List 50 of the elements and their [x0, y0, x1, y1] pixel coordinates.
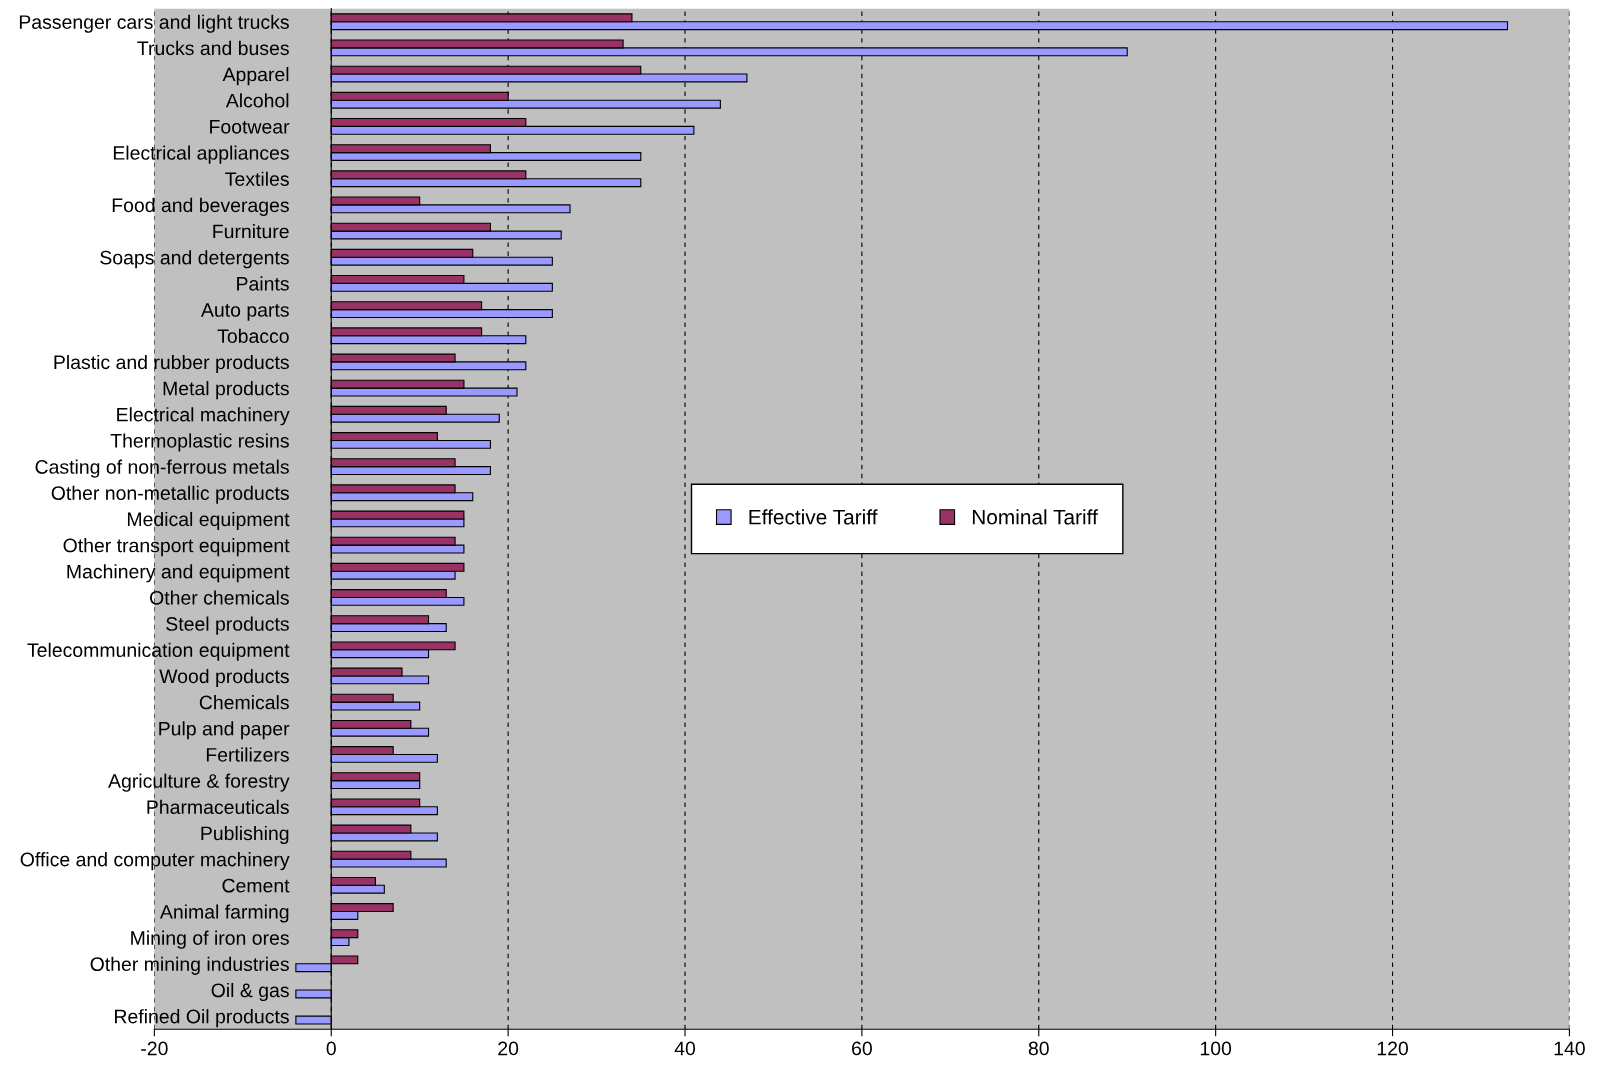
y-tick-label: Animal farming	[159, 904, 289, 923]
y-tick-label: Oil & gas	[211, 982, 289, 1002]
y-tick-label: Apparel	[222, 67, 289, 86]
x-tick-label: 20	[498, 1041, 519, 1056]
y-tick-label: Auto parts	[201, 303, 289, 321]
y-tick-label: Medical equipment	[127, 511, 290, 531]
y-tick-label: Refined Oil products	[115, 1009, 289, 1028]
legend-label: Nominal Tariff	[972, 509, 1098, 525]
y-tick-label: Food and beverages	[112, 197, 289, 216]
y-tick-label: Pulp and paper	[159, 721, 290, 740]
y-tick-label: Other chemicals	[150, 590, 289, 605]
y-tick-label: Pharmaceuticals	[147, 799, 289, 815]
y-tick-label: Thermoplastic resins	[110, 433, 289, 452]
y-tick-label: Tobacco	[217, 328, 289, 343]
x-tick-label: 80	[1028, 1041, 1049, 1056]
y-tick-label: Electrical machinery	[117, 407, 290, 426]
y-tick-label: Publishing	[201, 825, 289, 845]
y-tick-label: Paints	[237, 276, 289, 291]
y-tick-label: Mining of iron ores	[131, 930, 289, 949]
x-tick-label: 0	[326, 1041, 336, 1056]
y-tick-label: Cement	[222, 878, 290, 893]
x-tick-label: 140	[1554, 1041, 1585, 1056]
y-tick-label: Chemicals	[199, 695, 289, 710]
legend-label: Effective Tariff	[749, 509, 878, 525]
y-tick-label: Footwear	[210, 120, 290, 134]
y-tick-label: Wood products	[159, 668, 289, 688]
x-tick-label: 60	[852, 1041, 872, 1056]
y-tick-label: Trucks and buses	[137, 40, 289, 56]
y-tick-label: Plastic and rubber products	[54, 354, 289, 373]
x-tick-label: 40	[674, 1041, 696, 1056]
y-tick-label: Electrical appliances	[113, 145, 289, 164]
y-tick-label: Fertilizers	[206, 747, 289, 762]
y-tick-label: Telecommunication equipment	[27, 642, 290, 661]
y-tick-label: Textiles	[225, 171, 289, 186]
y-tick-label: Machinery and equipment	[67, 564, 290, 583]
x-tick-label: 100	[1200, 1041, 1232, 1056]
y-tick-label: Other mining industries	[90, 956, 289, 975]
y-tick-label: Passenger cars and light trucks	[19, 14, 289, 33]
y-tick-label: Agriculture & forestry	[108, 773, 290, 792]
y-tick-label: Alcohol	[225, 93, 289, 108]
y-tick-label: Furniture	[213, 224, 289, 239]
y-tick-label: Steel products	[166, 616, 289, 635]
x-tick-label: -20	[141, 1041, 168, 1056]
y-tick-label: Other transport equipment	[63, 538, 290, 557]
y-tick-label: Casting of non-ferrous metals	[35, 459, 289, 478]
y-tick-label: Metal products	[163, 381, 289, 400]
x-tick-label: 120	[1377, 1041, 1408, 1056]
y-tick-label: Other non-metallic products	[51, 485, 289, 504]
y-tick-label: Office and computer machinery	[20, 852, 290, 871]
y-tick-label: Soaps and detergents	[100, 250, 289, 269]
